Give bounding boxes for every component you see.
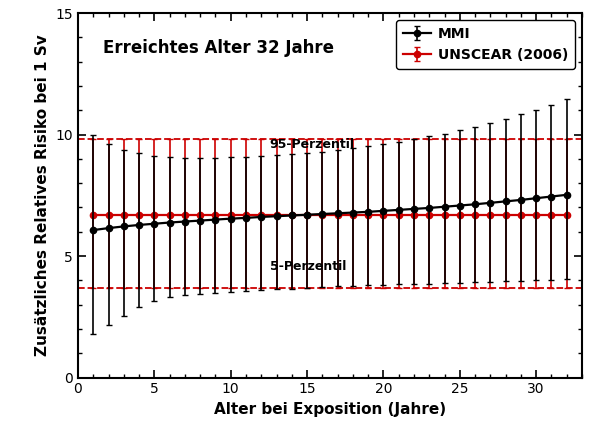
Y-axis label: Zusätzliches Relatives Risiko bei 1 Sv: Zusätzliches Relatives Risiko bei 1 Sv: [35, 34, 50, 356]
Legend: MMI, UNSCEAR (2006): MMI, UNSCEAR (2006): [396, 20, 575, 69]
X-axis label: Alter bei Exposition (Jahre): Alter bei Exposition (Jahre): [214, 402, 446, 417]
Text: Erreichtes Alter 32 Jahre: Erreichtes Alter 32 Jahre: [103, 39, 334, 56]
Text: 95-Perzentil: 95-Perzentil: [269, 138, 355, 151]
Text: 5-Perzentil: 5-Perzentil: [269, 260, 346, 273]
